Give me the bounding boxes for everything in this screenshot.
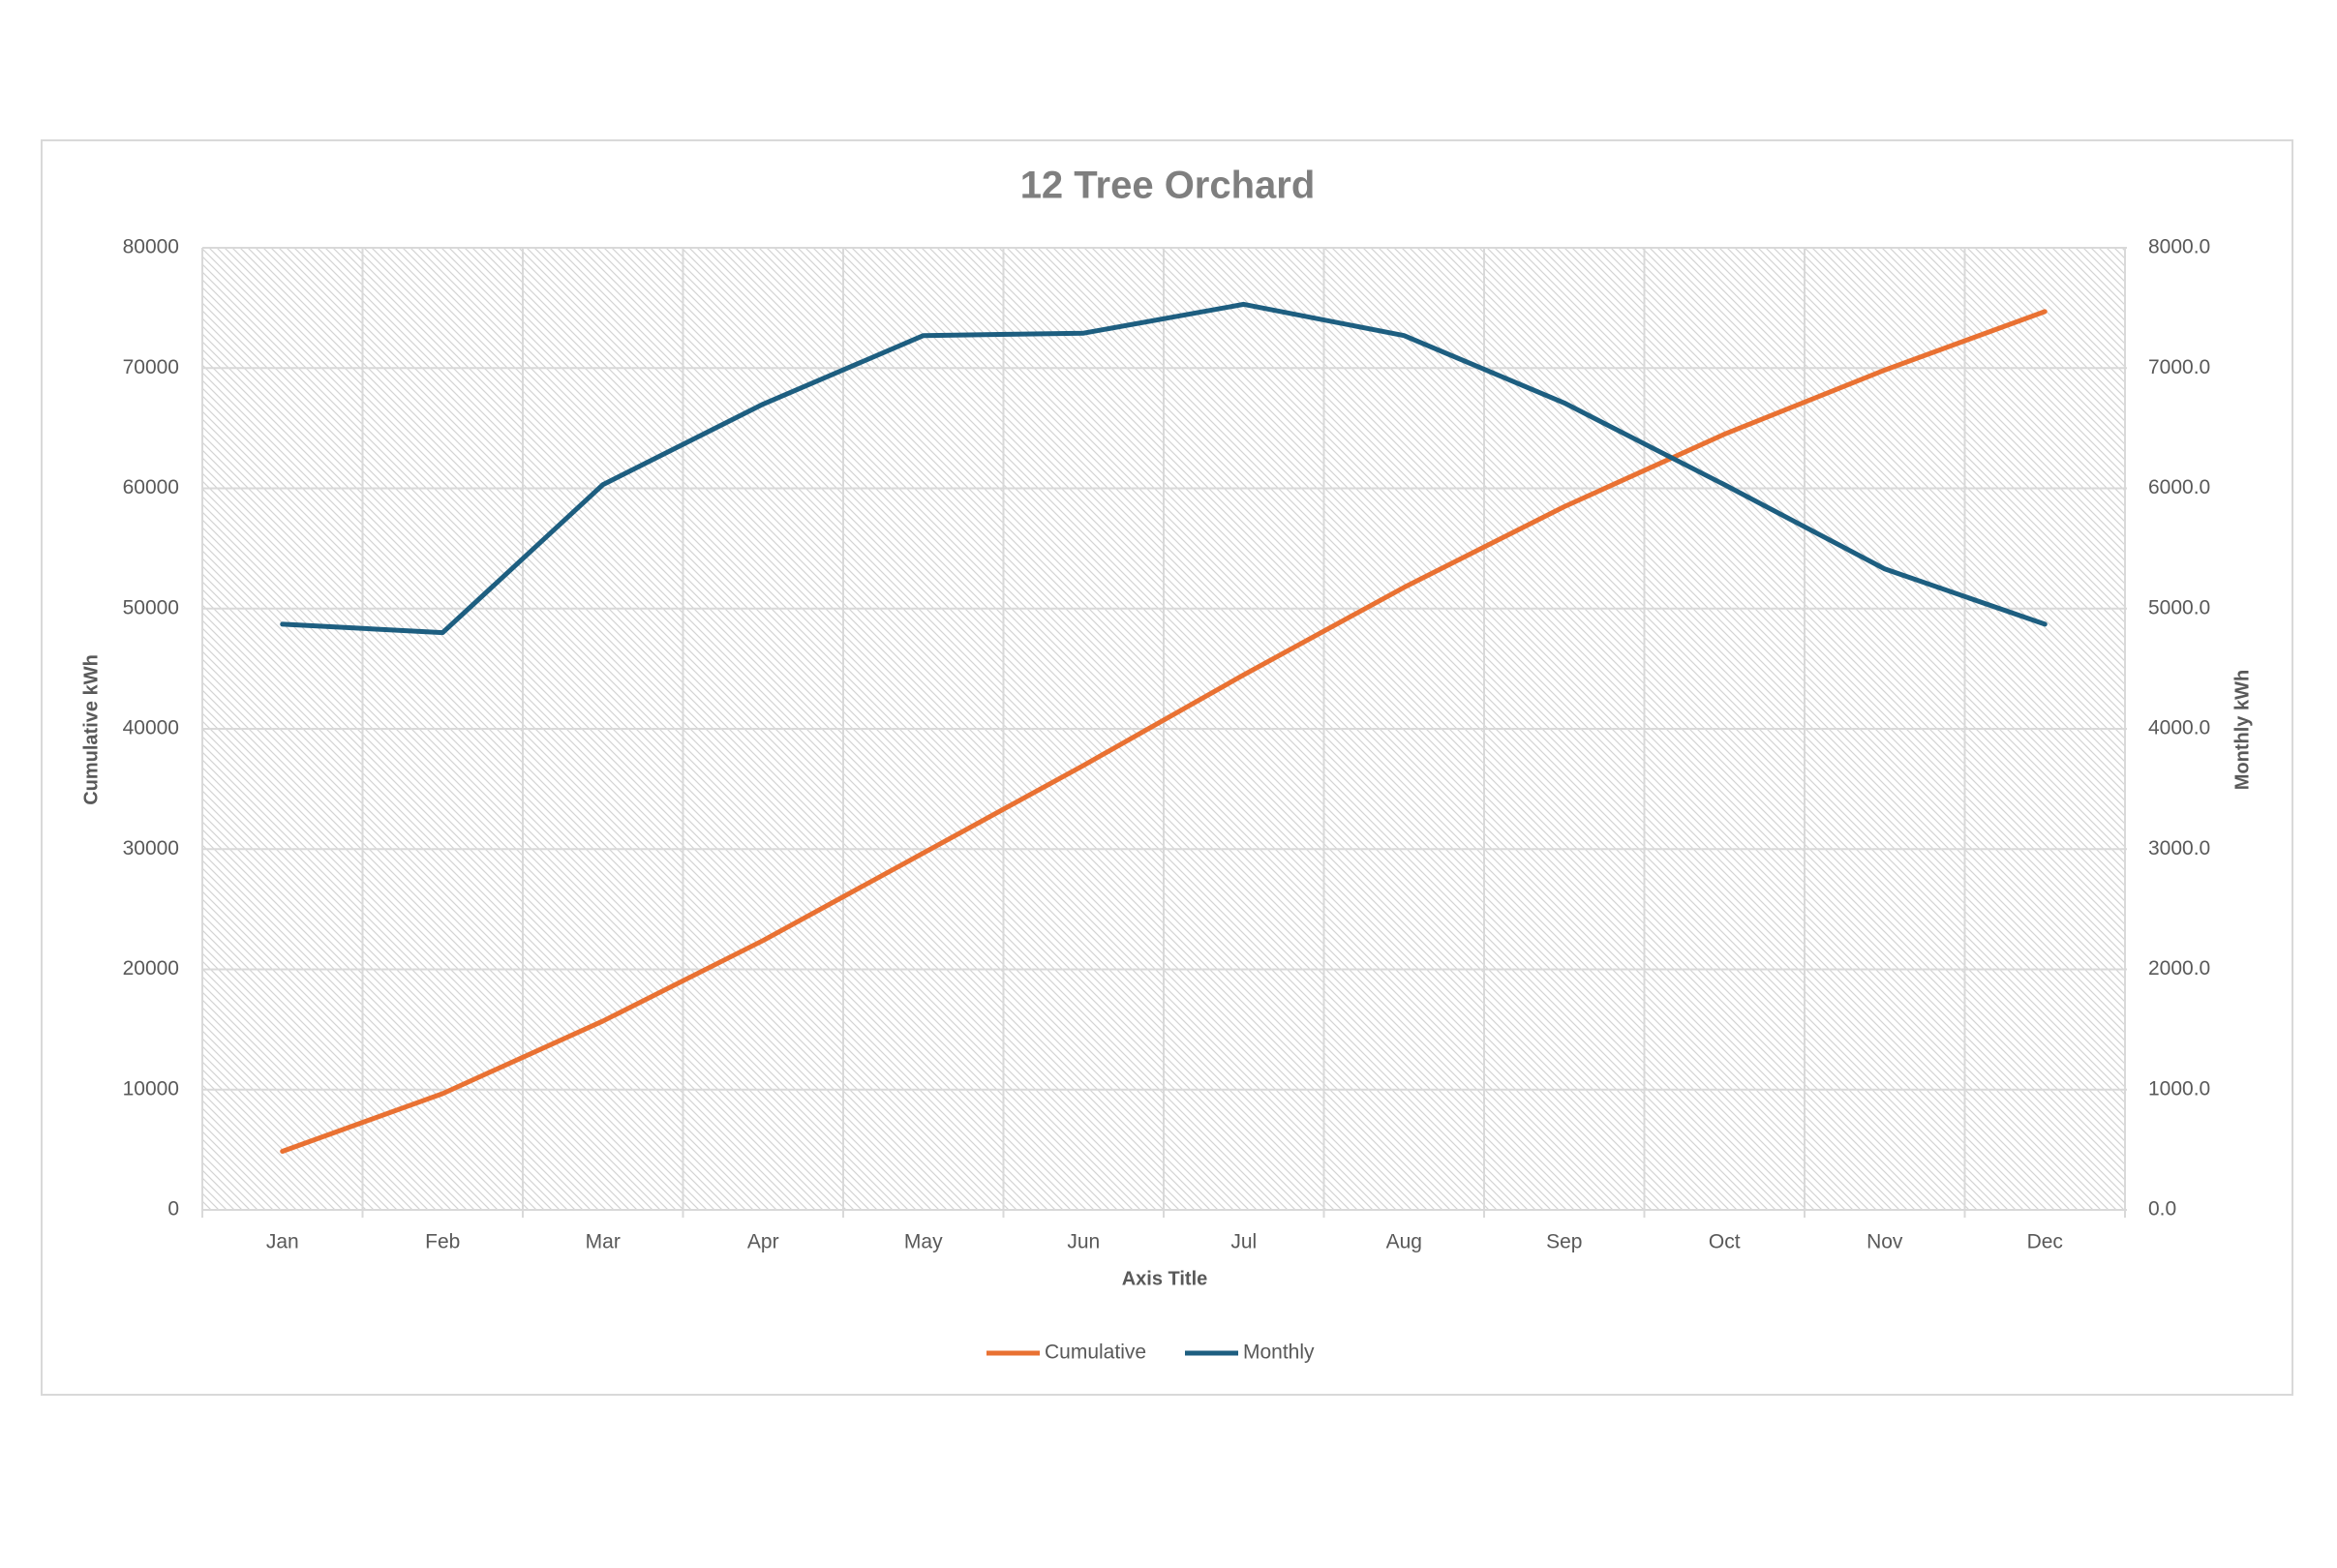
y2-tick-label: 5000.0 [2148,596,2210,618]
y2-axis-title: Monthly kWh [2231,670,2253,790]
y-axis-title: Cumulative kWh [80,654,102,805]
x-tick-label: Apr [747,1231,779,1253]
chart-title: 12 Tree Orchard [1020,165,1316,207]
y-tick-label: 70000 [123,356,179,378]
y2-tick-label: 8000.0 [2148,236,2210,258]
y-tick-label: 10000 [123,1077,179,1100]
y-tick-label: 40000 [123,717,179,739]
x-tick-label: Nov [1867,1231,1903,1253]
x-tick-label: Feb [425,1231,460,1253]
y-tick-label: 0 [167,1198,179,1221]
y2-tick-label: 2000.0 [2148,957,2210,980]
y2-tick-label: 3000.0 [2148,837,2210,859]
y-tick-label: 60000 [123,476,179,498]
series-line [280,309,2048,1154]
x-tick-label: Jul [1230,1231,1257,1253]
x-tick-label: Dec [2027,1231,2063,1253]
y2-tick-label: 7000.0 [2148,356,2210,378]
y-tick-label: 20000 [123,957,179,980]
x-tick-label: Jan [266,1231,299,1253]
x-tick-label: Mar [586,1231,621,1253]
y-tick-label: 80000 [123,236,179,258]
y2-tick-label: 1000.0 [2148,1077,2210,1100]
y2-tick-label: 4000.0 [2148,717,2210,739]
legend-label: Cumulative [1045,1342,1146,1364]
series-line [280,301,2048,636]
x-tick-label: Oct [1709,1231,1741,1253]
legend-label: Monthly [1243,1342,1315,1364]
x-tick-label: May [904,1231,943,1253]
x-tick-label: Jun [1067,1231,1100,1253]
y2-tick-label: 6000.0 [2148,476,2210,498]
x-tick-label: Aug [1386,1231,1422,1253]
y2-tick-label: 0.0 [2148,1198,2176,1221]
y-tick-label: 50000 [123,596,179,618]
x-axis-title: Axis Title [1122,1268,1208,1289]
y-tick-label: 30000 [123,837,179,859]
x-tick-label: Sep [1546,1231,1582,1253]
